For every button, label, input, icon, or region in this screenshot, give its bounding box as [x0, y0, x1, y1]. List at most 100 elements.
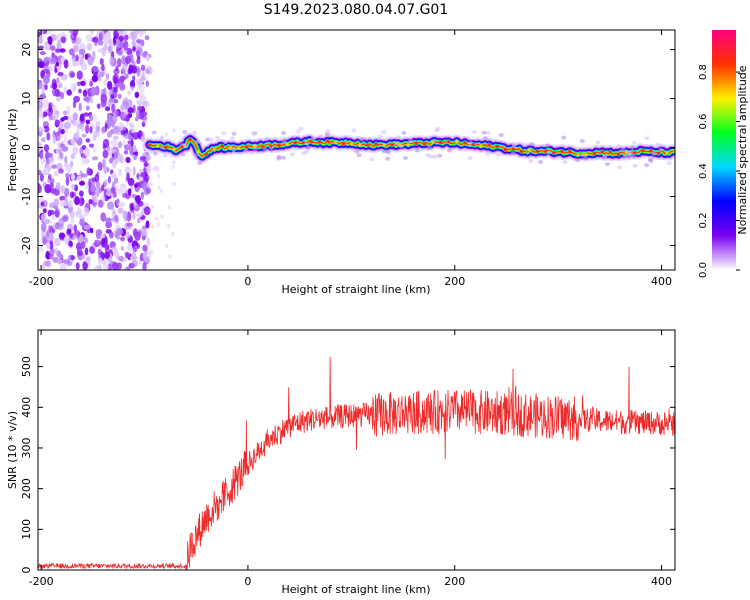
noise-speck [141, 181, 148, 191]
noise-speck [69, 30, 77, 34]
noise-speck [110, 186, 115, 194]
track-halo-speck [481, 130, 487, 135]
spectrogram-x-tick-label: 0 [244, 275, 251, 288]
snr-x-tick-label: 200 [444, 575, 465, 588]
noise-speck [38, 101, 44, 109]
signal-peak-dot [350, 142, 354, 146]
noise-speck [70, 153, 76, 160]
signal-peak-dot [245, 145, 249, 149]
noise-speck [127, 134, 132, 140]
noise-speck [152, 166, 156, 171]
signal-peak-dot [471, 142, 475, 147]
noise-speck [107, 175, 112, 184]
noise-speck [84, 95, 91, 103]
noise-speck [127, 107, 134, 114]
noise-speck [62, 115, 69, 121]
noise-speck [85, 138, 91, 143]
noise-speck [56, 40, 62, 50]
noise-speck [97, 103, 101, 110]
track-halo-speck [482, 136, 488, 141]
noise-speck [134, 183, 138, 188]
noise-speck [110, 139, 118, 147]
noise-speck [100, 93, 108, 104]
noise-speck [132, 211, 136, 220]
noise-speck [142, 244, 148, 252]
noise-speck [85, 119, 91, 125]
noise-speck [53, 240, 58, 246]
noise-speck [131, 259, 138, 268]
noise-speck [47, 179, 51, 184]
noise-speck [144, 35, 150, 41]
track-halo-speck [561, 135, 567, 140]
track-halo-speck [521, 142, 527, 147]
noise-speck [64, 155, 68, 164]
noise-speck [108, 231, 114, 239]
noise-speck [83, 207, 90, 217]
noise-speck [85, 105, 90, 111]
track-halo-speck [160, 145, 166, 150]
noise-speck [38, 108, 44, 118]
noise-speck [119, 75, 126, 81]
noise-speck [72, 118, 76, 125]
signal-peak-dot [600, 150, 604, 154]
track-halo-speck [182, 130, 188, 135]
noise-speck [66, 228, 72, 235]
track-halo-speck [193, 152, 199, 157]
noise-speck [63, 235, 69, 244]
noise-speck [132, 166, 136, 177]
track-halo-speck [631, 140, 637, 145]
signal-peak-dot [293, 141, 297, 145]
signal-peak-dot [366, 143, 370, 147]
noise-speck [69, 191, 75, 199]
noise-speck [66, 105, 71, 115]
noise-speck [40, 222, 47, 233]
noise-speck [125, 266, 131, 270]
noise-speck [134, 231, 141, 241]
noise-speck [117, 30, 123, 35]
noise-speck [102, 149, 109, 159]
noise-speck [117, 50, 123, 56]
noise-speck [140, 39, 145, 47]
signal-peak-dot [430, 140, 435, 144]
signal-peak-dot [414, 142, 418, 146]
track-halo-speck [437, 153, 443, 158]
noise-speck [70, 33, 76, 41]
noise-speck [54, 170, 59, 177]
track-halo-speck [435, 126, 441, 131]
noise-speck [55, 33, 62, 42]
noise-speck [157, 174, 161, 179]
noise-speck [160, 188, 164, 193]
colorbar-scale [712, 30, 736, 270]
noise-speck [89, 126, 93, 134]
noise-speck [60, 185, 66, 194]
noise-speck [82, 89, 88, 97]
noise-speck [131, 65, 138, 74]
noise-speck [63, 134, 67, 144]
track-halo-speck [616, 165, 622, 170]
noise-speck [100, 212, 107, 222]
signal-peak-dot [633, 151, 637, 155]
noise-speck [53, 198, 60, 207]
noise-speck [123, 144, 131, 151]
signal-peak-dot [552, 151, 556, 155]
noise-speck [122, 133, 130, 139]
snr-y-tick-label: 200 [20, 478, 33, 499]
noise-speck [66, 89, 73, 96]
signal-peak-dot [641, 149, 645, 153]
noise-speck [167, 223, 171, 228]
noise-speck [94, 173, 100, 183]
noise-speck [55, 48, 61, 53]
snr-y-tick-label: 300 [20, 437, 33, 458]
noise-speck [114, 151, 119, 158]
noise-speck [85, 34, 93, 42]
track-halo-speck [359, 137, 364, 142]
snr-y-tick-label: 100 [20, 519, 33, 540]
signal-peak-dot [390, 143, 394, 147]
track-halo-speck [495, 153, 501, 157]
noise-speck [118, 201, 125, 208]
noise-speck [113, 177, 119, 184]
noise-speck [121, 64, 127, 74]
noise-speck [83, 235, 89, 244]
noise-speck [39, 51, 46, 56]
